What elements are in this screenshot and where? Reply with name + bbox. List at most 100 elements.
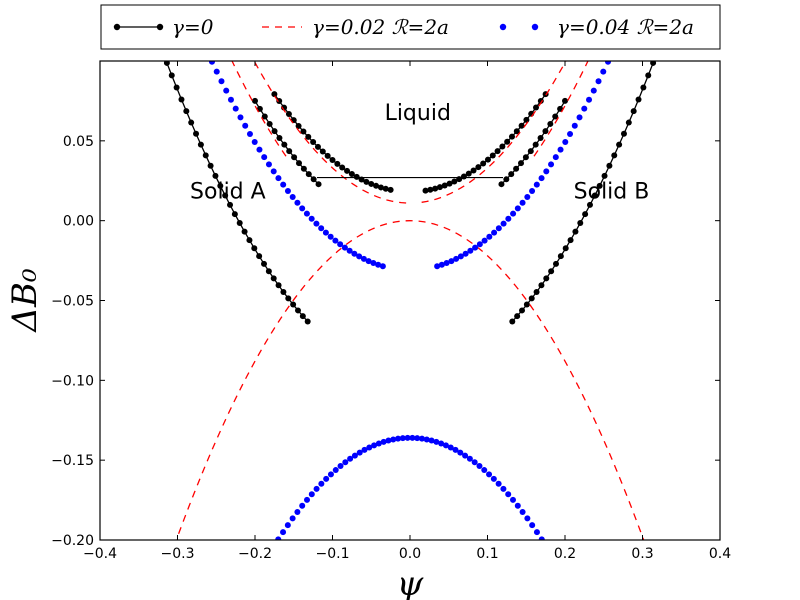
data-point: [562, 245, 569, 252]
data-point: [500, 220, 507, 227]
data-point: [379, 263, 386, 270]
data-point: [289, 193, 296, 200]
data-point: [486, 471, 493, 478]
data-point: [462, 250, 469, 257]
data-point: [280, 288, 287, 295]
data-point: [582, 211, 589, 218]
data-point: [280, 181, 287, 188]
data-point: [518, 122, 525, 129]
x-tick-label: −0.2: [238, 546, 272, 562]
legend-entry-gamma-0-02: γ=0.02 ℛ=2a: [262, 15, 449, 39]
data-point: [275, 282, 282, 289]
data-point: [308, 491, 315, 498]
data-point: [327, 233, 334, 240]
data-point: [503, 176, 510, 183]
data-point: [365, 258, 372, 265]
data-point: [494, 148, 501, 155]
data-point: [542, 128, 549, 135]
data-point: [567, 237, 574, 244]
data-point: [625, 119, 632, 126]
data-point: [218, 78, 225, 85]
data-point: [313, 485, 320, 492]
data-point: [207, 162, 214, 169]
data-point: [548, 161, 555, 168]
data-point: [281, 141, 288, 148]
data-point: [310, 176, 317, 183]
data-point: [351, 250, 358, 257]
data-point: [256, 253, 263, 260]
data-point: [318, 480, 325, 487]
data-point: [387, 186, 394, 193]
data-point: [256, 105, 263, 112]
data-point: [217, 182, 224, 189]
data-point: [329, 156, 336, 163]
data-point: [480, 160, 487, 167]
region-label: Solid A: [190, 179, 266, 204]
data-point: [562, 97, 568, 104]
data-point: [576, 114, 583, 121]
data-point: [519, 199, 526, 206]
data-point: [567, 130, 574, 137]
data-point: [270, 168, 277, 175]
data-point: [518, 160, 524, 167]
legend-swatch-gamma-0-dot: [113, 23, 121, 31]
data-point: [366, 444, 373, 451]
data-point: [438, 440, 445, 447]
data-point: [275, 175, 282, 182]
data-point: [600, 68, 607, 75]
data-point: [285, 295, 292, 302]
data-point: [471, 459, 478, 466]
data-point: [513, 165, 520, 172]
x-tick-label: 0.2: [554, 546, 576, 562]
data-point: [252, 97, 258, 104]
data-point: [562, 138, 569, 145]
data-point: [241, 228, 248, 235]
data-point: [315, 181, 322, 188]
data-point: [188, 119, 195, 126]
data-point: [467, 247, 474, 254]
data-point: [533, 529, 540, 536]
data-point: [212, 172, 219, 179]
data-point: [284, 187, 291, 194]
data-point: [251, 138, 258, 145]
data-point: [422, 187, 429, 194]
legend-swatch-gamma-0-04-dot: [531, 23, 539, 31]
data-point: [246, 130, 253, 137]
data-point: [620, 130, 627, 137]
data-point: [231, 211, 238, 218]
data-point: [529, 522, 536, 529]
data-point: [543, 275, 550, 282]
data-point: [227, 96, 234, 103]
data-point: [452, 446, 459, 453]
data-point: [178, 96, 185, 103]
data-point: [489, 152, 496, 159]
data-point: [499, 143, 506, 150]
data-point: [286, 148, 293, 155]
data-point: [232, 105, 239, 112]
data-point: [344, 167, 351, 174]
data-point: [223, 87, 230, 94]
data-point: [371, 442, 378, 449]
data-point: [399, 435, 406, 442]
data-point: [173, 84, 180, 91]
data-point: [581, 105, 588, 112]
data-point: [375, 261, 382, 268]
data-point: [553, 260, 559, 267]
data-point: [353, 173, 360, 180]
data-point: [436, 184, 443, 191]
data-point: [356, 253, 363, 260]
data-point: [508, 171, 515, 178]
data-point: [351, 452, 358, 459]
data-point: [522, 154, 529, 161]
data-point: [337, 241, 344, 248]
data-point: [246, 237, 253, 244]
data-point: [348, 170, 355, 177]
data-point: [318, 225, 325, 232]
data-point: [341, 244, 348, 251]
data-point: [630, 108, 637, 115]
y-axis-title: ΔB₀: [5, 268, 45, 334]
data-point: [427, 186, 434, 193]
data-point: [304, 496, 310, 503]
data-point: [242, 122, 249, 129]
data-point: [552, 113, 559, 120]
